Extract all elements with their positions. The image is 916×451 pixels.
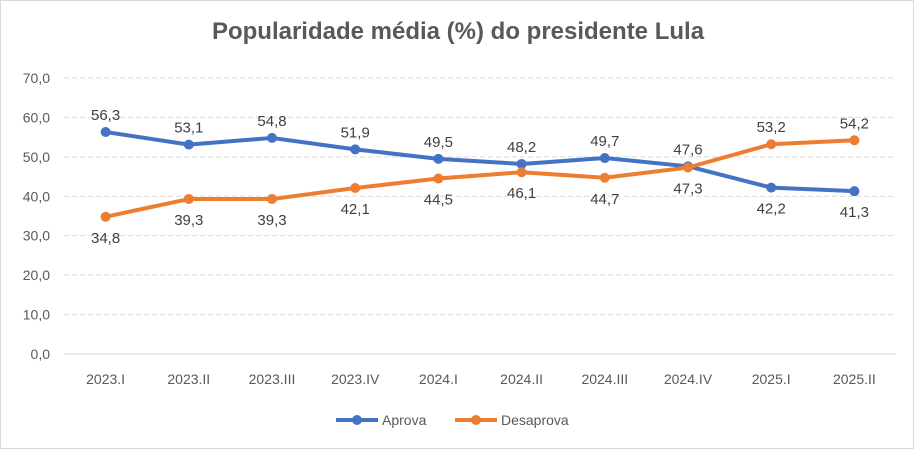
y-tick-label: 30,0 <box>23 228 50 244</box>
data-label-aprova: 54,8 <box>257 113 286 130</box>
x-tick-label: 2023.IV <box>331 371 380 387</box>
series-line-desaprova <box>103 138 857 219</box>
data-point-desaprova <box>849 135 860 146</box>
data-point-aprova <box>599 153 610 164</box>
data-point-aprova <box>849 186 860 197</box>
legend-marker-desaprova <box>471 415 481 425</box>
data-labels: 56,3 34,8 53,1 39,3 54,8 39,3 51,9 42,1 49,5 44,5… <box>91 107 869 247</box>
legend-label-aprova: Aprova <box>382 412 427 428</box>
data-label-desaprova: 54,2 <box>840 115 869 132</box>
data-label-aprova: 49,7 <box>590 133 619 150</box>
data-point-desaprova <box>516 167 527 178</box>
x-tick-label: 2023.III <box>249 371 296 387</box>
y-tick-label: 70,0 <box>23 70 50 86</box>
y-tick-label: 10,0 <box>23 307 50 323</box>
data-label-desaprova: 53,2 <box>757 119 786 136</box>
x-tick-label: 2024.I <box>419 371 458 387</box>
x-tick-label: 2023.I <box>86 371 125 387</box>
data-point-aprova <box>766 182 777 193</box>
legend-label-desaprova: Desaprova <box>501 412 569 428</box>
data-point-aprova <box>350 144 361 155</box>
x-tick-label: 2024.II <box>500 371 543 387</box>
legend-marker-aprova <box>352 415 362 425</box>
data-label-desaprova: 47,3 <box>673 181 702 198</box>
data-label-aprova: 48,2 <box>507 139 536 156</box>
data-label-desaprova: 39,3 <box>257 212 286 229</box>
data-label-desaprova: 42,1 <box>341 201 370 218</box>
data-point-aprova <box>433 153 444 164</box>
data-point-aprova <box>183 139 194 150</box>
data-label-aprova: 51,9 <box>341 124 370 141</box>
data-label-desaprova: 39,3 <box>174 212 203 229</box>
data-label-desaprova: 44,5 <box>424 192 453 209</box>
data-label-aprova: 56,3 <box>91 107 120 124</box>
x-tick-label: 2023.II <box>167 371 210 387</box>
chart-title: Popularidade média (%) do presidente Lul… <box>211 18 705 45</box>
data-point-aprova <box>100 127 111 138</box>
data-point-desaprova <box>683 162 693 173</box>
data-label-aprova: 42,2 <box>757 201 786 218</box>
data-label-aprova: 53,1 <box>174 120 203 137</box>
y-tick-label: 60,0 <box>23 109 50 125</box>
y-tick-label: 20,0 <box>23 267 50 283</box>
x-tick-label: 2024.III <box>581 371 628 387</box>
data-label-aprova: 49,5 <box>424 134 453 151</box>
data-point-aprova <box>267 132 277 143</box>
data-point-aprova <box>516 158 527 169</box>
series-lines <box>100 127 860 222</box>
data-label-aprova: 41,3 <box>840 204 869 221</box>
data-point-desaprova <box>350 183 361 194</box>
data-point-desaprova <box>599 172 610 183</box>
axes: 0,0 10,0 20,0 30,0 40,0 50,0 60,0 70,0 2023.I 202… <box>23 70 896 387</box>
series-line-aprova <box>103 130 857 194</box>
x-tick-label: 2024.IV <box>664 371 713 387</box>
data-label-desaprova: 46,1 <box>507 185 536 202</box>
data-point-desaprova <box>433 173 444 184</box>
data-label-desaprova: 44,7 <box>590 191 619 208</box>
y-tick-label: 40,0 <box>23 188 50 204</box>
x-tick-label: 2025.II <box>833 371 876 387</box>
y-tick-label: 50,0 <box>23 149 50 165</box>
legend: Aprova Desaprova <box>336 412 569 428</box>
y-tick-label: 0,0 <box>31 346 51 362</box>
data-point-desaprova <box>267 194 277 205</box>
data-label-aprova: 47,6 <box>673 141 702 158</box>
grid-lines <box>64 77 896 316</box>
x-tick-label: 2025.I <box>752 371 791 387</box>
data-point-desaprova <box>100 211 111 222</box>
data-point-desaprova <box>183 194 194 205</box>
data-label-desaprova: 34,8 <box>91 230 120 247</box>
data-point-desaprova <box>766 139 777 150</box>
